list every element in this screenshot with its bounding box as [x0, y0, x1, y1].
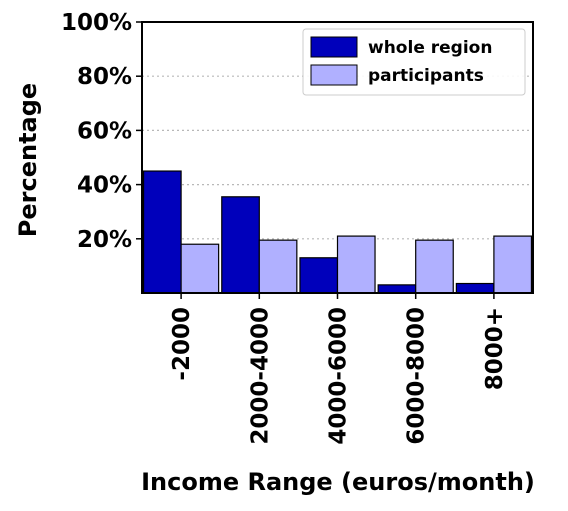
bar-participants [258, 239, 298, 294]
bar-participants [493, 235, 533, 294]
y-tick-label: 60% [77, 118, 132, 144]
y-tick-label: 40% [77, 173, 132, 199]
bar-participants [415, 239, 454, 294]
y-tick-label: 80% [77, 64, 132, 90]
legend: whole region participants [302, 28, 526, 96]
x-tick-label: 2000-4000 [247, 307, 273, 445]
legend-label-participants: participants [368, 66, 484, 86]
x-axis-title: Income Range (euros/month) [141, 468, 535, 496]
bar-whole-region [221, 196, 260, 294]
x-axis: -2000 2000-4000 4000-6000 6000-8000 8000+ [169, 293, 508, 445]
x-tick-label: 6000-8000 [404, 307, 430, 445]
x-tick-label: -2000 [169, 307, 195, 381]
legend-box [302, 28, 526, 96]
y-axis: 20% 40% 60% 80% 100% [61, 10, 142, 253]
bar-participants [336, 235, 376, 294]
legend-label-whole-region: whole region [368, 38, 492, 58]
bar-participants [180, 243, 220, 294]
bar-whole-region [299, 257, 339, 294]
bar-whole-region [455, 282, 495, 294]
y-tick-label: 20% [77, 227, 132, 253]
legend-swatch-participants [310, 64, 358, 86]
x-tick-label: 8000+ [482, 307, 508, 390]
legend-swatch-whole-region [310, 36, 358, 58]
bars [142, 170, 533, 294]
y-tick-label: 100% [61, 10, 132, 36]
bar-whole-region [142, 170, 182, 294]
y-axis-title: Percentage [14, 83, 42, 237]
grid-lines [142, 75, 533, 240]
bar-whole-region [377, 284, 417, 294]
x-tick-label: 4000-6000 [326, 307, 352, 445]
